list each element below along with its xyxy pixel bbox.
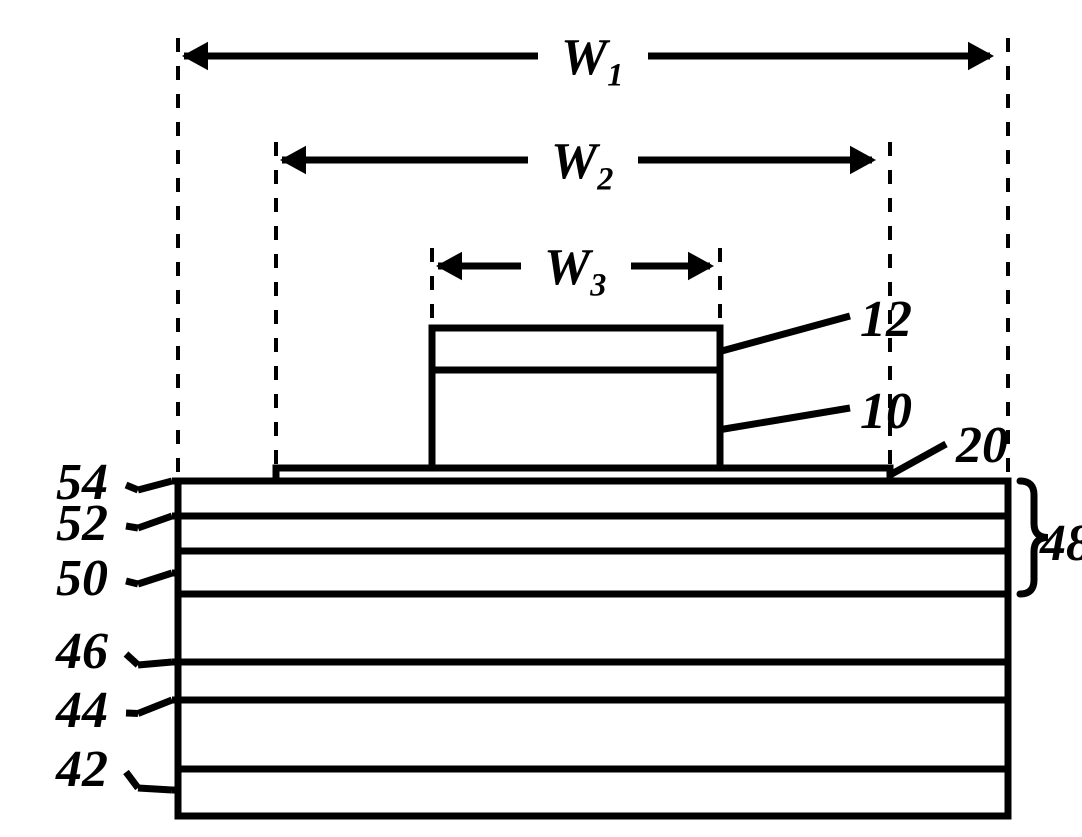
label-46: 46 xyxy=(56,626,108,678)
width-label-W2: W2 xyxy=(551,136,613,195)
width-label-W3: W3 xyxy=(544,242,606,301)
label-52: 52 xyxy=(56,498,108,550)
width-label-W1: W1 xyxy=(561,32,623,91)
label-20: 20 xyxy=(956,420,1008,472)
diagram-stage: W1W2W354525046444212102048 xyxy=(0,0,1082,837)
label-44: 44 xyxy=(56,685,108,737)
overlay-svg xyxy=(0,0,1082,837)
label-12: 12 xyxy=(860,294,912,346)
label-42: 42 xyxy=(56,744,108,796)
label-48: 48 xyxy=(1040,518,1082,570)
label-50: 50 xyxy=(56,553,108,605)
label-10: 10 xyxy=(860,386,912,438)
